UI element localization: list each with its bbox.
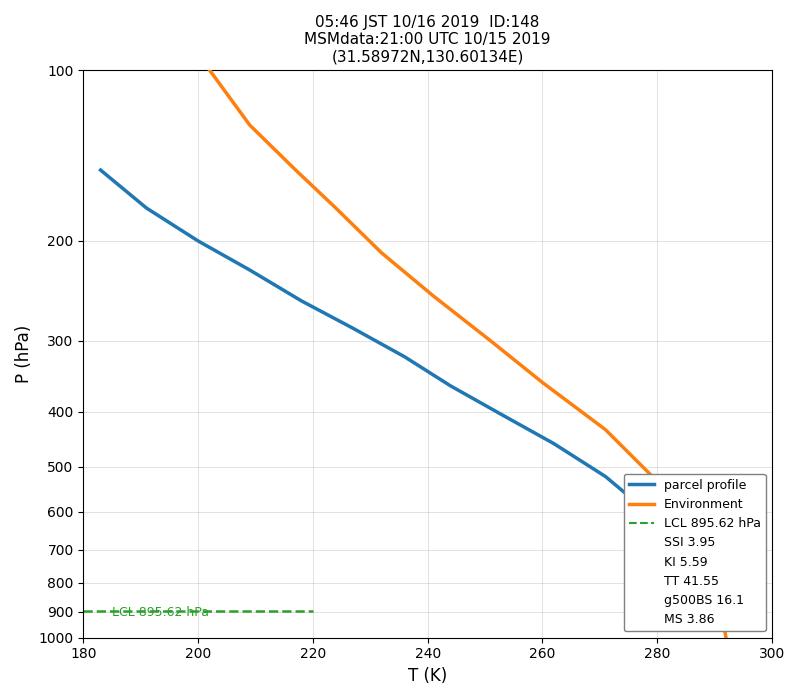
parcel profile [549, 440, 558, 448]
Text: LCL 895.62 hPa: LCL 895.62 hPa [112, 606, 209, 619]
LCL 895.62 hPa [308, 606, 318, 615]
Environment [704, 545, 714, 554]
Title: 05:46 JST 10/16 2019  ID:148
MSMdata:21:00 UTC 10/15 2019
(31.58972N,130.60134E): 05:46 JST 10/16 2019 ID:148 MSMdata:21:0… [304, 15, 551, 65]
parcel profile [601, 473, 610, 481]
Environment [652, 477, 662, 485]
Environment [721, 634, 730, 642]
parcel profile [96, 166, 106, 174]
X-axis label: T (K): T (K) [408, 667, 447, 685]
parcel profile [693, 569, 702, 577]
Environment [205, 66, 214, 74]
parcel profile [446, 382, 455, 390]
Environment [429, 292, 438, 300]
parcel profile [400, 353, 410, 361]
Environment [486, 337, 495, 345]
parcel profile [348, 324, 358, 332]
Y-axis label: P (hPa): P (hPa) [15, 325, 33, 383]
Environment [601, 426, 610, 434]
Line: parcel profile: parcel profile [101, 170, 720, 615]
parcel profile [715, 610, 725, 619]
parcel profile [498, 411, 507, 419]
parcel profile [142, 204, 151, 212]
Environment [715, 599, 725, 608]
parcel profile [652, 516, 662, 524]
Legend: parcel profile, Environment, LCL 895.62 hPa, SSI 3.95, KI 5.59, TT 41.55, g500BS: parcel profile, Environment, LCL 895.62 … [624, 474, 766, 631]
parcel profile [245, 266, 254, 274]
Line: Environment: Environment [210, 70, 726, 638]
Environment [377, 248, 386, 257]
LCL 895.62 hPa [78, 606, 88, 615]
Environment [291, 166, 301, 174]
parcel profile [194, 237, 203, 245]
Environment [538, 378, 547, 386]
Environment [245, 121, 254, 130]
Environment [331, 204, 341, 212]
parcel profile [297, 297, 306, 305]
